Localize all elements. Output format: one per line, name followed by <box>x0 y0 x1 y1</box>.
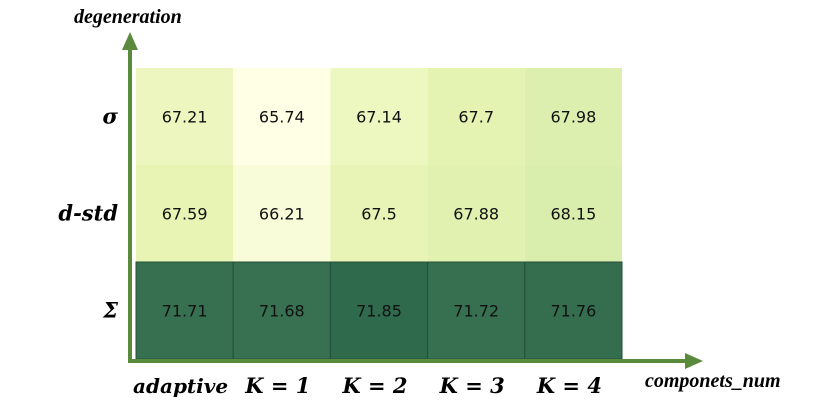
heatmap-cell <box>136 165 234 262</box>
heatmap-cell <box>427 165 525 262</box>
x-tick-label: K = 4 <box>536 373 602 398</box>
heatmap-cell <box>524 165 622 262</box>
heatmap-cell <box>524 261 623 360</box>
cell-value-label: 71.71 <box>162 302 208 321</box>
heatmap-cell <box>136 68 234 165</box>
heatmap-cell <box>427 68 525 165</box>
heatmap-cell <box>524 68 622 165</box>
x-tick-label: adaptive <box>133 374 228 398</box>
cell-value-label: 71.76 <box>550 302 596 321</box>
heatmap-cell <box>232 261 331 360</box>
heatmap-cell <box>329 261 429 360</box>
heatmap-cell <box>330 68 428 165</box>
cell-value-label: 71.68 <box>259 302 305 321</box>
cell-value-label: 66.21 <box>259 205 305 224</box>
cell-value-label: 67.98 <box>550 108 596 127</box>
cell-value-label: 67.59 <box>162 205 208 224</box>
y-tick-label: Σ <box>102 298 118 323</box>
heatmap-cell <box>135 261 234 360</box>
heatmap-cell <box>233 68 331 165</box>
cell-value-label: 65.74 <box>259 108 305 127</box>
y-tick-label: d-std <box>58 201 118 226</box>
cell-value-label: 67.7 <box>458 108 494 127</box>
y-axis-title: degeneration <box>74 6 182 28</box>
x-axis-arrowhead <box>685 353 703 369</box>
cell-value-label: 71.85 <box>356 302 402 321</box>
cell-value-label: 67.5 <box>361 205 397 224</box>
cell-value-label: 71.72 <box>453 302 499 321</box>
x-tick-label: K = 3 <box>439 373 505 398</box>
cell-value-label: 67.88 <box>453 205 499 224</box>
x-tick-label: K = 2 <box>341 373 407 398</box>
y-axis-arrowhead <box>122 32 138 50</box>
cell-value-label: 67.14 <box>356 108 402 127</box>
heatmap-cell <box>233 165 331 262</box>
cell-value-label: 68.15 <box>550 205 596 224</box>
heatmap-cell <box>330 165 428 262</box>
y-tick-label: σ <box>103 104 119 129</box>
cell-value-label: 67.21 <box>162 108 208 127</box>
x-tick-label: K = 1 <box>244 373 310 398</box>
x-axis-title: componets_num <box>645 370 781 392</box>
